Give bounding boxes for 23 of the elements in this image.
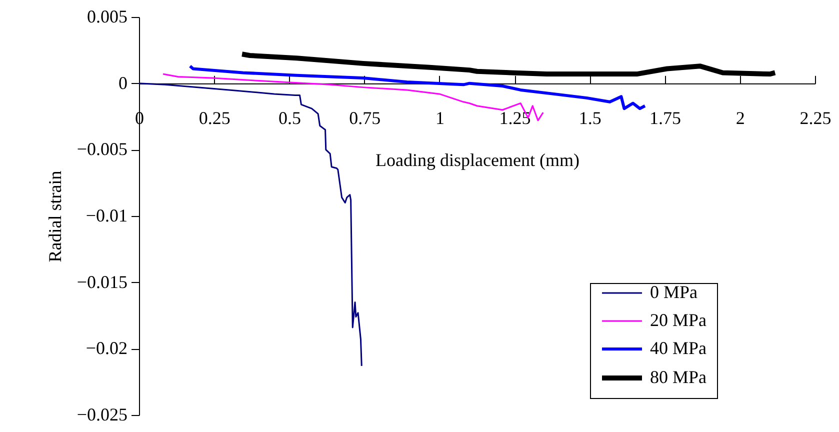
- x-tick-label: 0.75: [349, 108, 381, 128]
- legend-label: 40 MPa: [650, 338, 707, 358]
- x-tick-label: 1.75: [650, 108, 682, 128]
- y-tick-label: −0.02: [86, 338, 128, 358]
- x-tick-label: 1.25: [499, 108, 531, 128]
- y-tick-label: −0.025: [76, 404, 128, 424]
- y-tick-label: 0: [118, 72, 128, 93]
- y-tick-label: −0.005: [76, 139, 128, 160]
- x-tick-label: 2: [736, 108, 745, 128]
- x-tick-label: 0.5: [278, 108, 301, 128]
- legend-label: 80 MPa: [650, 367, 707, 387]
- y-axis-title: Radial strain: [44, 170, 65, 262]
- x-tick-label: 0.25: [198, 108, 230, 128]
- legend-label: 20 MPa: [650, 310, 707, 330]
- legend-label: 0 MPa: [650, 282, 698, 302]
- x-tick-label: 1.5: [578, 108, 602, 128]
- x-axis-title: Loading displacement (mm): [376, 150, 580, 170]
- y-tick-label: 0.005: [87, 6, 128, 26]
- x-tick-label: 1: [435, 108, 444, 128]
- y-tick-label: −0.01: [86, 206, 128, 226]
- y-tick-label: −0.015: [76, 272, 128, 292]
- line-series: [188, 64, 646, 110]
- x-tick-label: 2.25: [800, 108, 832, 128]
